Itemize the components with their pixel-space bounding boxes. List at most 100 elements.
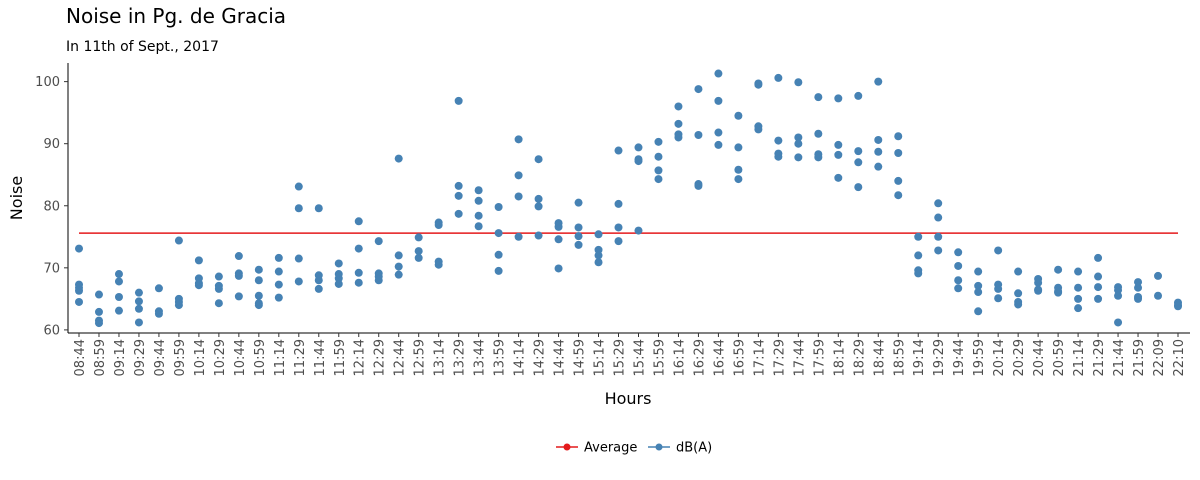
data-point [354, 268, 363, 277]
chart-title: Noise in Pg. de Gracia [66, 4, 286, 28]
data-point [414, 247, 423, 256]
data-point [774, 136, 783, 145]
plot-area: 60 70 80 90 100 08:44 08:59 09:14 09:29 09:44 09:5… [35, 63, 1190, 376]
x-tick-label: 20:59 [1052, 339, 1067, 376]
data-point [954, 248, 963, 257]
x-tick-label: 20:44 [1032, 339, 1047, 376]
data-point [75, 297, 83, 306]
data-point [314, 284, 323, 293]
data-point [394, 251, 403, 260]
x-tick-label: 16:29 [692, 339, 707, 376]
x-tick-label: 16:14 [672, 339, 687, 376]
data-point [494, 203, 503, 211]
data-point [234, 252, 243, 261]
data-point [834, 140, 843, 149]
data-point [494, 266, 503, 275]
x-tick-label: 09:29 [133, 339, 148, 376]
data-point [634, 143, 643, 152]
data-point [454, 96, 463, 105]
data-point [934, 246, 943, 255]
data-point [974, 267, 983, 276]
data-point [654, 152, 663, 161]
data-point [1134, 294, 1143, 303]
x-tick-label: 19:29 [932, 339, 947, 376]
data-point [1114, 286, 1123, 295]
data-point [854, 158, 863, 167]
data-point [694, 131, 703, 139]
data-point [474, 222, 483, 231]
data-point [894, 132, 903, 141]
legend-average-marker [563, 443, 571, 451]
data-point [654, 175, 663, 184]
data-point [1054, 288, 1063, 297]
data-point [554, 222, 563, 231]
data-point [534, 231, 543, 240]
x-tick-label: 14:14 [513, 339, 528, 376]
data-point [554, 235, 563, 244]
x-tick-label: 17:14 [752, 339, 767, 376]
data-point [654, 137, 663, 146]
data-point [234, 292, 243, 301]
data-point [614, 146, 623, 155]
x-tick-label: 21:29 [1092, 339, 1107, 376]
data-point [414, 233, 423, 242]
x-tick-label: 13:59 [493, 339, 508, 376]
x-tick-label: 08:59 [93, 339, 108, 376]
data-point [134, 297, 143, 306]
data-point [894, 191, 903, 200]
data-point [294, 254, 303, 263]
data-point [654, 166, 663, 175]
data-point [274, 267, 283, 276]
data-point [114, 277, 123, 286]
legend-dba-label: dB(A) [676, 441, 712, 456]
x-tick-label: 18:29 [852, 339, 867, 376]
y-tick-label: 60 [43, 323, 60, 338]
data-point [974, 307, 983, 316]
data-point [554, 264, 563, 273]
data-point [574, 240, 583, 249]
data-point [934, 213, 943, 222]
data-point [574, 223, 583, 232]
data-point [1074, 304, 1083, 313]
data-point [1134, 278, 1143, 287]
data-point [474, 196, 483, 205]
data-point [114, 306, 123, 315]
x-tick-label: 14:44 [553, 339, 568, 376]
data-point [954, 276, 963, 285]
data-point [894, 176, 903, 185]
x-tick-label: 10:44 [233, 339, 248, 376]
x-tick-label: 15:59 [652, 339, 667, 376]
data-point [334, 274, 343, 283]
data-point [534, 155, 543, 164]
data-point [594, 258, 603, 267]
data-point [134, 304, 143, 313]
data-point [194, 281, 203, 290]
data-point [814, 93, 823, 102]
data-point [214, 284, 223, 293]
data-point [454, 209, 463, 218]
data-point [514, 171, 523, 180]
data-point [414, 253, 423, 262]
x-tick-label: 10:59 [253, 339, 268, 376]
data-point [614, 237, 623, 246]
x-tick-label: 12:29 [373, 339, 388, 376]
data-point [254, 291, 263, 300]
data-point [694, 181, 703, 190]
x-tick-label: 12:44 [393, 339, 408, 376]
x-tick-label: 08:44 [73, 339, 88, 376]
data-point [1114, 318, 1123, 327]
data-point [794, 133, 803, 142]
x-tick-label: 12:14 [353, 339, 368, 376]
y-axis-title: Noise [7, 176, 26, 220]
chart-subtitle: In 11th of Sept., 2017 [66, 39, 219, 55]
x-tick-label: 10:29 [213, 339, 228, 376]
data-point [574, 198, 583, 207]
x-tick-label: 17:44 [792, 339, 807, 376]
x-tick-label: 19:59 [972, 339, 987, 376]
data-point [874, 147, 883, 156]
data-point [434, 221, 443, 229]
data-point [114, 270, 123, 279]
data-point [1114, 291, 1123, 300]
x-tick-label: 20:14 [992, 339, 1007, 376]
data-point [734, 111, 743, 120]
